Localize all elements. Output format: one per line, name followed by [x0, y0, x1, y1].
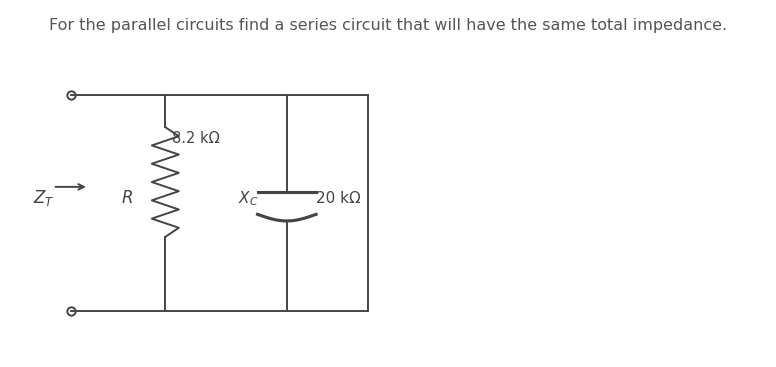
- Text: $X_C$: $X_C$: [238, 189, 259, 207]
- Text: $Z_T$: $Z_T$: [33, 188, 54, 208]
- Text: 20 kΩ: 20 kΩ: [316, 191, 361, 206]
- Text: R: R: [121, 189, 133, 207]
- Text: For the parallel circuits find a series circuit that will have the same total im: For the parallel circuits find a series …: [49, 18, 727, 33]
- Text: 8.2 kΩ: 8.2 kΩ: [172, 131, 220, 146]
